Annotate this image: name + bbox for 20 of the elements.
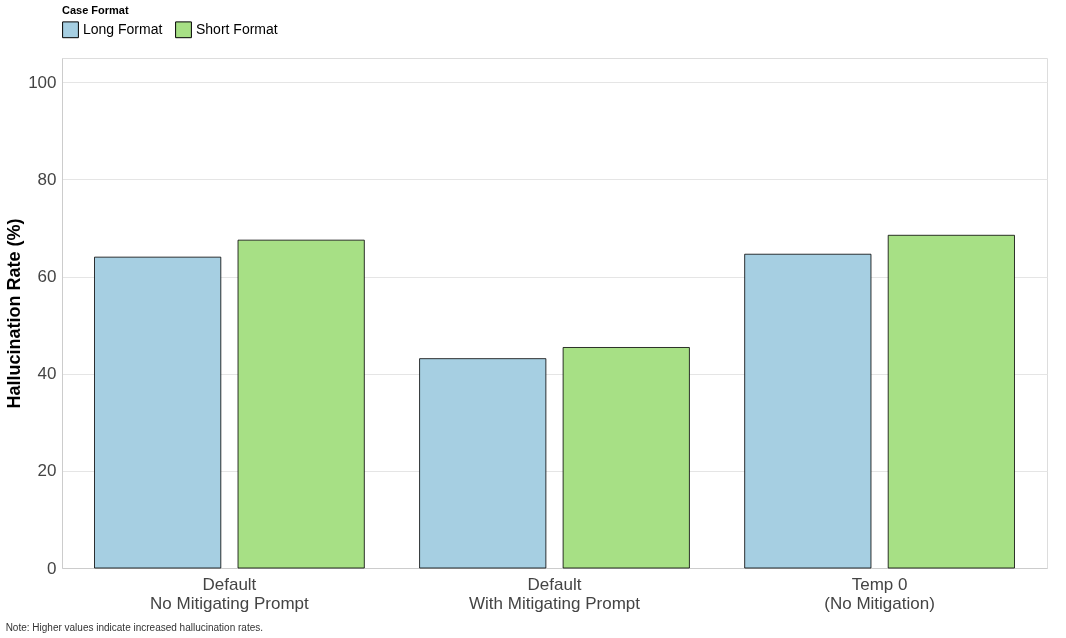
y-axis-title: Hallucination Rate (%) bbox=[4, 218, 25, 409]
legend-label: Long Format bbox=[83, 20, 163, 37]
y-tick-label: 60 bbox=[37, 267, 57, 287]
y-tick-label: 40 bbox=[37, 364, 57, 384]
bar bbox=[237, 239, 365, 569]
x-tick-label: Temp 0 (No Mitigation) bbox=[824, 574, 935, 613]
y-tick-label: 80 bbox=[37, 169, 57, 189]
text: Note: Higher values indicate increased hallucination rates. bbox=[5, 622, 264, 633]
bar bbox=[744, 253, 872, 569]
bar bbox=[562, 347, 690, 569]
bar bbox=[887, 234, 1015, 569]
bar bbox=[94, 256, 222, 569]
legend-label: Short Format bbox=[196, 20, 278, 37]
x-tick-label: Default With Mitigating Prompt bbox=[469, 574, 641, 613]
bar bbox=[419, 358, 547, 569]
y-tick-label: 20 bbox=[37, 461, 57, 481]
y-tick-label: 0 bbox=[47, 558, 57, 578]
y-tick-label: 100 bbox=[28, 72, 57, 92]
x-tick-label: Default No Mitigating Prompt bbox=[150, 574, 310, 613]
legend-title: Case Format bbox=[62, 4, 129, 16]
